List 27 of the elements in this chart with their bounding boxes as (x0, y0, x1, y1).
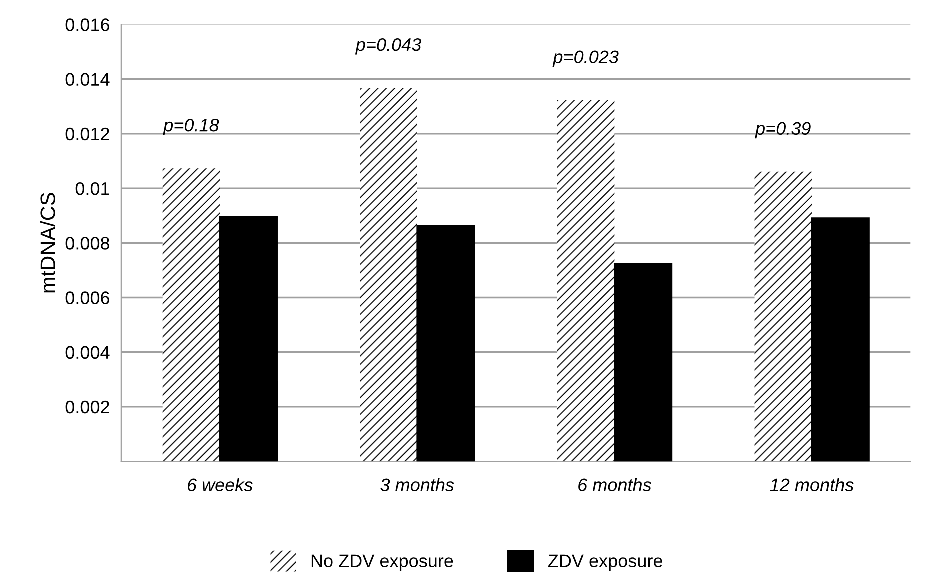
y-axis-title: mtDNA/CS (40, 193, 56, 293)
y-tick-label: 0.004 (66, 346, 110, 360)
legend-label: ZDV exposure (548, 554, 662, 572)
bar (754, 172, 812, 462)
x-tick-label: 6 months (578, 478, 652, 492)
bar (360, 88, 418, 462)
y-tick-label: 0.016 (66, 18, 110, 32)
annotation: p=0.18 (163, 118, 220, 136)
bar (416, 226, 476, 462)
bar (811, 218, 870, 462)
y-tick-label: 0.01 (76, 182, 110, 196)
bar (557, 100, 615, 462)
legend-label: No ZDV exposure (312, 554, 454, 572)
x-tick-label: 6 weeks (188, 478, 253, 492)
x-tick-label: 3 months (380, 478, 454, 492)
y-tick-label: 0.008 (66, 237, 110, 250)
annotation: p=0.39 (755, 122, 811, 139)
bar (614, 263, 673, 462)
y-tick-label: 0.012 (66, 128, 110, 141)
y-tick-label: 0.006 (66, 292, 110, 304)
bar (162, 168, 220, 462)
y-tick-label: 0.014 (66, 73, 110, 86)
x-tick-label: 12 months (770, 478, 854, 492)
bar (219, 216, 278, 462)
annotation: p=0.023 (552, 50, 619, 68)
annotation: p=0.043 (355, 38, 422, 55)
y-tick-label: 0.002 (66, 400, 110, 414)
